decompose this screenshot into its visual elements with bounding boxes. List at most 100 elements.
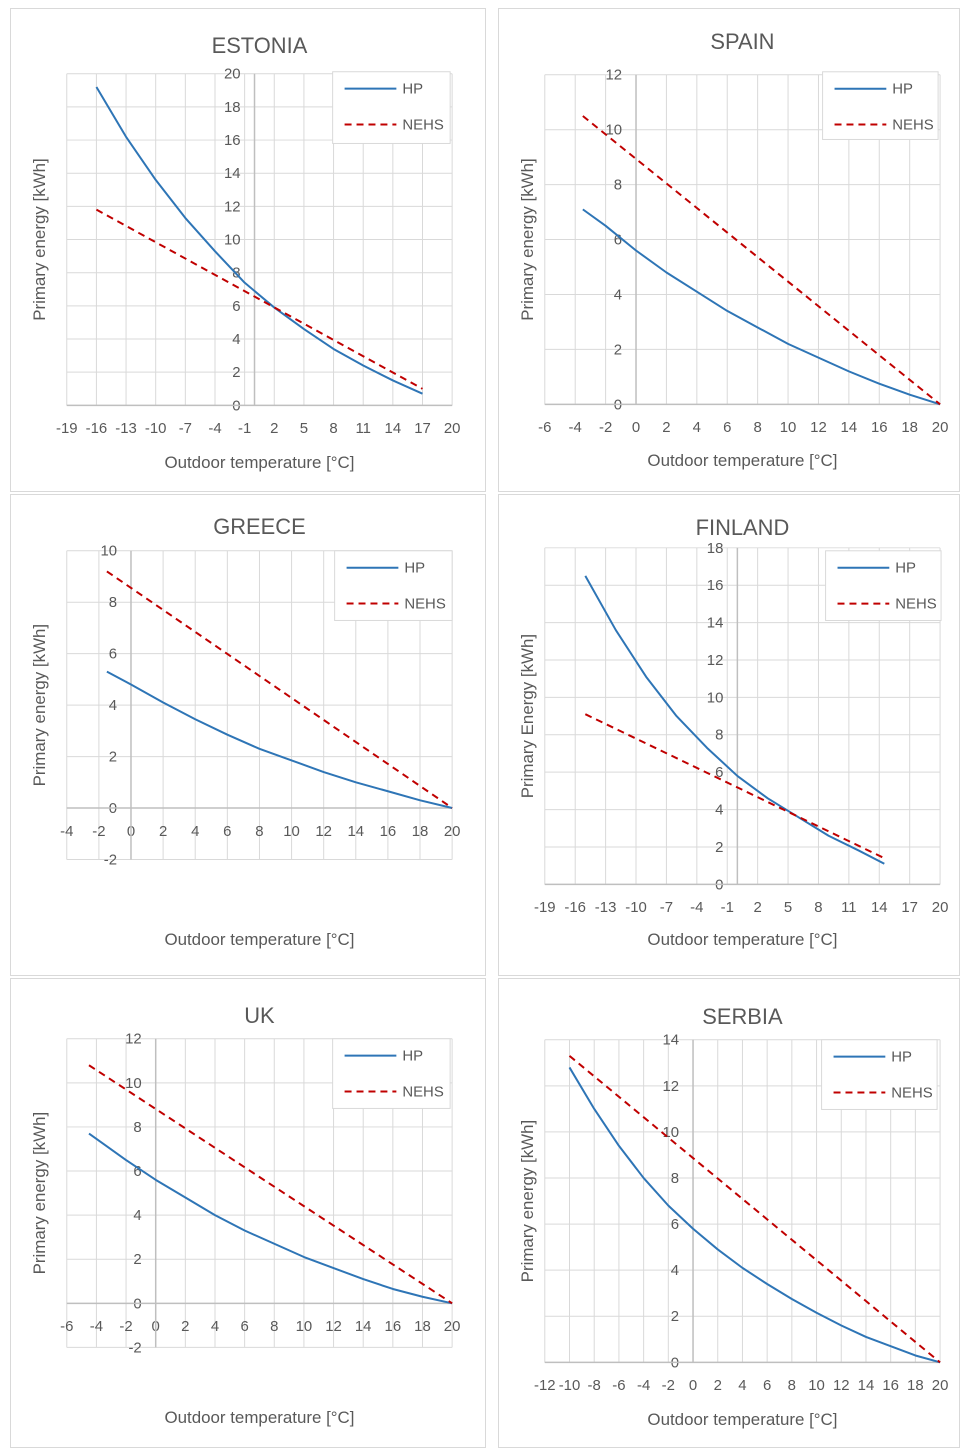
legend: HP NEHS bbox=[334, 550, 453, 621]
chart-panel-estonia: ESTONIA-19-16-13-10-7-4-1258111417200246… bbox=[10, 8, 486, 492]
y-tick-label: 8 bbox=[109, 594, 117, 611]
y-tick-label: 18 bbox=[224, 99, 241, 116]
x-tick-label: 8 bbox=[814, 899, 822, 916]
y-tick-label: 2 bbox=[715, 839, 723, 856]
legend-box bbox=[825, 550, 942, 621]
chart-panel-spain: SPAIN-6-4-202468101214161820024681012Out… bbox=[498, 8, 960, 492]
y-tick-label: 6 bbox=[715, 764, 723, 781]
legend-box bbox=[822, 71, 939, 140]
series-line-hp bbox=[582, 208, 941, 406]
x-tick-label: 8 bbox=[788, 1377, 796, 1394]
x-tick-label: 20 bbox=[444, 823, 461, 840]
x-tick-label: 0 bbox=[689, 1377, 697, 1394]
legend-label-hp: HP bbox=[402, 1048, 423, 1065]
y-tick-label: 4 bbox=[109, 697, 117, 714]
x-tick-label: 14 bbox=[858, 1377, 875, 1394]
x-tick-label: 11 bbox=[841, 899, 857, 916]
x-tick-label: -2 bbox=[92, 823, 105, 840]
x-tick-label: 14 bbox=[871, 899, 888, 916]
y-tick-label: 4 bbox=[614, 286, 622, 303]
x-tick-label: 6 bbox=[240, 1318, 248, 1335]
x-tick-label: 18 bbox=[901, 419, 918, 436]
x-tick-label: 16 bbox=[882, 1377, 899, 1394]
y-tick-label: 12 bbox=[707, 652, 724, 669]
x-tick-label: 2 bbox=[270, 420, 278, 437]
legend-label-nehs: NEHS bbox=[404, 596, 446, 613]
legend-label-nehs: NEHS bbox=[891, 1085, 933, 1102]
x-tick-label: 0 bbox=[632, 419, 640, 436]
x-tick-label: -4 bbox=[690, 899, 703, 916]
x-tick-label: 12 bbox=[833, 1377, 850, 1394]
x-tick-label: -13 bbox=[115, 420, 137, 437]
x-tick-label: -1 bbox=[721, 899, 734, 916]
legend-box bbox=[334, 550, 453, 621]
y-tick-label: 2 bbox=[109, 749, 117, 766]
x-tick-label: -4 bbox=[637, 1377, 650, 1394]
x-tick-label: 2 bbox=[662, 419, 670, 436]
x-tick-label: 20 bbox=[932, 419, 949, 436]
y-axis-label: Primary energy [kWh] bbox=[30, 624, 49, 787]
x-tick-label: 18 bbox=[907, 1377, 924, 1394]
x-tick-label: 4 bbox=[191, 823, 199, 840]
x-tick-label: 2 bbox=[181, 1318, 189, 1335]
chart-panel-uk: UK-6-4-202468101214161820-2024681012Outd… bbox=[10, 978, 486, 1448]
x-tick-label: 4 bbox=[211, 1318, 219, 1335]
chart-panel-serbia: SERBIA-12-10-8-6-4-202468101214161820024… bbox=[498, 978, 960, 1448]
x-tick-label: -4 bbox=[208, 420, 221, 437]
x-tick-label: 20 bbox=[932, 899, 949, 916]
chart-panel-greece: GREECE-4-202468101214161820-20246810Outd… bbox=[10, 494, 486, 976]
x-tick-label: 2 bbox=[714, 1377, 722, 1394]
x-tick-label: 12 bbox=[325, 1318, 342, 1335]
y-tick-label: 4 bbox=[133, 1207, 141, 1224]
y-tick-label: 2 bbox=[671, 1308, 679, 1325]
chart-title: FINLAND bbox=[696, 515, 790, 540]
y-tick-label: 14 bbox=[662, 1032, 679, 1049]
y-tick-label: 16 bbox=[707, 577, 724, 594]
legend-label-nehs: NEHS bbox=[892, 117, 934, 134]
x-tick-label: 6 bbox=[723, 419, 731, 436]
legend-box bbox=[332, 1038, 451, 1109]
chart-title: SERBIA bbox=[702, 1004, 783, 1029]
series-line-hp bbox=[106, 670, 453, 809]
x-axis-label: Outdoor temperature [°C] bbox=[647, 930, 837, 949]
y-axis-label: Primary energy [kWh] bbox=[30, 158, 49, 321]
y-tick-label: 4 bbox=[715, 802, 723, 819]
x-tick-label: -12 bbox=[534, 1377, 556, 1394]
x-tick-label: 2 bbox=[159, 823, 167, 840]
x-tick-label: 6 bbox=[763, 1377, 771, 1394]
y-tick-label: 14 bbox=[707, 615, 724, 632]
x-tick-label: -2 bbox=[662, 1377, 675, 1394]
x-tick-label: -8 bbox=[588, 1377, 601, 1394]
x-tick-label: -10 bbox=[559, 1377, 581, 1394]
legend-label-hp: HP bbox=[404, 560, 425, 577]
y-tick-label: 6 bbox=[614, 232, 622, 249]
x-tick-label: 8 bbox=[270, 1318, 278, 1335]
series-line-nehs bbox=[95, 208, 423, 390]
x-tick-label: 8 bbox=[753, 419, 761, 436]
x-tick-label: -16 bbox=[86, 420, 108, 437]
legend-label-nehs: NEHS bbox=[402, 117, 444, 134]
x-tick-label: 5 bbox=[300, 420, 308, 437]
x-tick-label: -19 bbox=[56, 420, 78, 437]
series-line-hp bbox=[584, 575, 885, 865]
x-tick-label: 12 bbox=[810, 419, 827, 436]
y-tick-label: 8 bbox=[133, 1119, 141, 1136]
x-tick-label: -10 bbox=[145, 420, 167, 437]
chart-svg: SERBIA-12-10-8-6-4-202468101214161820024… bbox=[518, 1004, 949, 1429]
legend: HP NEHS bbox=[332, 71, 451, 144]
legend-box bbox=[821, 1039, 938, 1110]
legend-label-hp: HP bbox=[892, 81, 913, 98]
chart-title: ESTONIA bbox=[212, 33, 308, 58]
x-tick-label: 10 bbox=[780, 419, 797, 436]
x-tick-label: 18 bbox=[414, 1318, 431, 1335]
x-tick-label: -2 bbox=[599, 419, 612, 436]
y-axis-label: Primary energy [kWh] bbox=[518, 1120, 537, 1283]
y-tick-label: 10 bbox=[707, 689, 724, 706]
series-line-hp bbox=[568, 1066, 941, 1364]
x-axis-label: Outdoor temperature [°C] bbox=[164, 930, 354, 949]
chart-svg: UK-6-4-202468101214161820-2024681012Outd… bbox=[30, 1003, 461, 1427]
x-tick-label: -4 bbox=[60, 823, 73, 840]
x-tick-label: -10 bbox=[625, 899, 647, 916]
x-tick-label: -7 bbox=[660, 899, 673, 916]
chart-svg: SPAIN-6-4-202468101214161820024681012Out… bbox=[518, 29, 949, 470]
